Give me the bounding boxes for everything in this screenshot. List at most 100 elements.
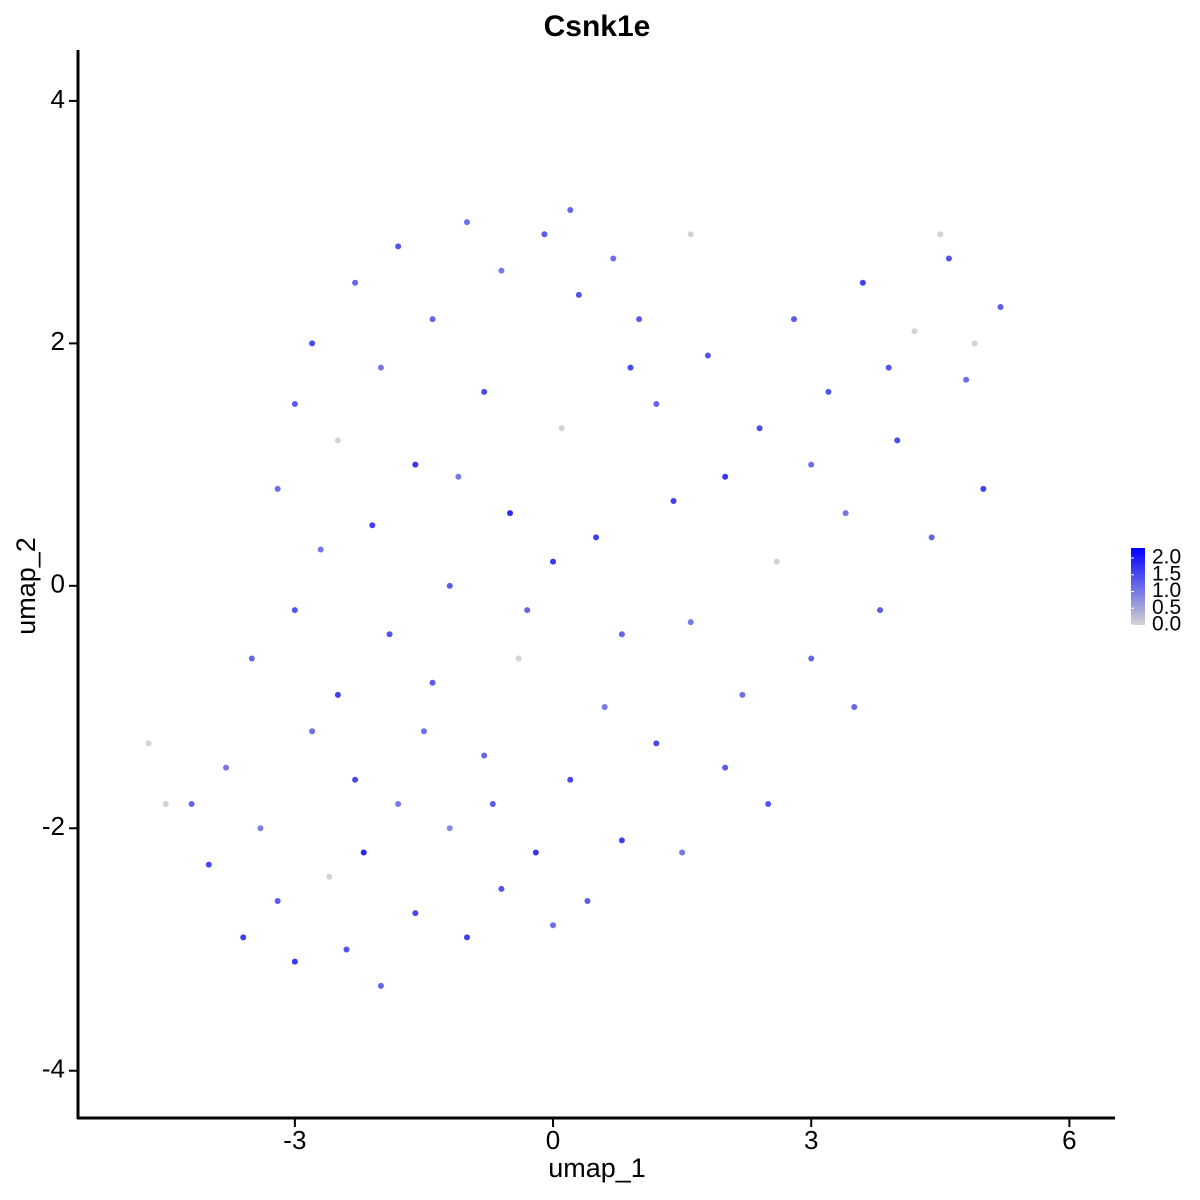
y-tick-label: 0 (51, 569, 65, 599)
point (911, 328, 918, 335)
y-axis-label: umap_2 (11, 537, 41, 635)
point (274, 898, 281, 905)
point (541, 231, 548, 238)
point (558, 425, 565, 432)
point (945, 255, 952, 262)
point (722, 473, 729, 480)
point (670, 497, 677, 504)
point (524, 607, 531, 614)
point (825, 388, 832, 395)
point (369, 522, 376, 529)
point (610, 255, 617, 262)
color-tick-label: 0.0 (1152, 613, 1181, 636)
point (317, 546, 324, 553)
point (446, 582, 453, 589)
color-tick-label: 2.0 (1152, 546, 1181, 569)
point (257, 825, 264, 832)
point (980, 485, 987, 492)
point (808, 655, 815, 662)
point (971, 340, 978, 347)
point (859, 279, 866, 286)
point (618, 631, 625, 638)
point (489, 801, 496, 808)
point (395, 801, 402, 808)
point (188, 801, 195, 808)
point (575, 291, 582, 298)
point (507, 510, 514, 517)
point (679, 849, 686, 856)
point (567, 776, 574, 783)
chart-title: Csnk1e (544, 10, 651, 43)
point (352, 776, 359, 783)
point (429, 679, 436, 686)
point (773, 558, 780, 565)
point (395, 243, 402, 250)
point (498, 885, 505, 892)
point (412, 910, 419, 917)
point (420, 728, 427, 735)
y-tick-label: -4 (42, 1054, 65, 1084)
point (739, 691, 746, 698)
point (636, 316, 643, 323)
point (223, 764, 230, 771)
color-tick-label: 0.5 (1152, 596, 1181, 619)
point (885, 364, 892, 371)
point (593, 534, 600, 541)
point (455, 473, 462, 480)
point (550, 558, 557, 565)
point (687, 619, 694, 626)
point (928, 534, 935, 541)
point (997, 303, 1004, 310)
point (145, 740, 152, 747)
point (352, 279, 359, 286)
point (550, 922, 557, 929)
point (756, 425, 763, 432)
point (877, 607, 884, 614)
point (429, 316, 436, 323)
point (937, 231, 944, 238)
point (894, 437, 901, 444)
point (567, 207, 574, 214)
point (515, 655, 522, 662)
point (842, 510, 849, 517)
point (481, 752, 488, 759)
y-tick-label: 2 (51, 326, 65, 356)
point (653, 740, 660, 747)
point (687, 231, 694, 238)
point (498, 267, 505, 274)
color-bar (1131, 548, 1145, 625)
point (326, 873, 333, 880)
point (205, 861, 212, 868)
point (412, 461, 419, 468)
point (343, 946, 350, 953)
point (309, 340, 316, 347)
point (791, 316, 798, 323)
point (601, 704, 608, 711)
point (291, 958, 298, 965)
point (309, 728, 316, 735)
y-tick-label: 4 (51, 84, 65, 114)
point (240, 934, 247, 941)
point (584, 898, 591, 905)
point (765, 801, 772, 808)
point (291, 400, 298, 407)
point (360, 849, 367, 856)
point (532, 849, 539, 856)
point (704, 352, 711, 359)
point (334, 691, 341, 698)
point (248, 655, 255, 662)
x-tick-label: -3 (283, 1125, 306, 1155)
point (291, 607, 298, 614)
point (377, 364, 384, 371)
color-tick-label: 1.5 (1152, 562, 1181, 585)
point (162, 801, 169, 808)
point (963, 376, 970, 383)
point (653, 400, 660, 407)
x-axis-label: umap_1 (548, 1153, 646, 1183)
point (463, 934, 470, 941)
point (377, 982, 384, 989)
point (446, 825, 453, 832)
color-tick-label: 1.0 (1152, 579, 1181, 602)
x-tick-label: 6 (1062, 1125, 1076, 1155)
